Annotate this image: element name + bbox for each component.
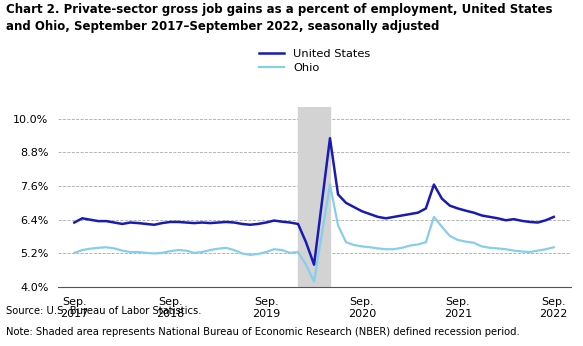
Text: Source: U.S. Bureau of Labor Statistics.: Source: U.S. Bureau of Labor Statistics. — [6, 306, 201, 316]
Ohio — [550, 245, 557, 249]
United States — [391, 215, 398, 219]
Text: Note: Shaded area represents National Bureau of Economic Research (NBER) defined: Note: Shaded area represents National Bu… — [6, 327, 519, 337]
United States — [231, 220, 238, 225]
Ohio — [231, 248, 238, 252]
Ohio — [71, 251, 78, 255]
Text: Chart 2. Private-sector gross job gains as a percent of employment, United State: Chart 2. Private-sector gross job gains … — [6, 3, 552, 34]
United States — [150, 223, 157, 227]
United States — [223, 220, 230, 224]
United States — [550, 215, 557, 219]
Ohio — [391, 247, 398, 251]
Line: United States: United States — [74, 138, 554, 265]
Ohio — [326, 182, 333, 186]
United States — [311, 263, 318, 267]
Legend: United States, Ohio: United States, Ohio — [255, 45, 375, 78]
Ohio — [206, 248, 213, 252]
United States — [326, 136, 333, 140]
Ohio — [223, 246, 230, 250]
United States — [71, 220, 78, 225]
Bar — [298, 107, 330, 287]
Ohio — [311, 280, 318, 284]
United States — [191, 221, 198, 225]
United States — [206, 221, 213, 225]
Line: Ohio: Ohio — [74, 184, 554, 282]
Ohio — [150, 251, 157, 255]
Ohio — [191, 251, 198, 255]
